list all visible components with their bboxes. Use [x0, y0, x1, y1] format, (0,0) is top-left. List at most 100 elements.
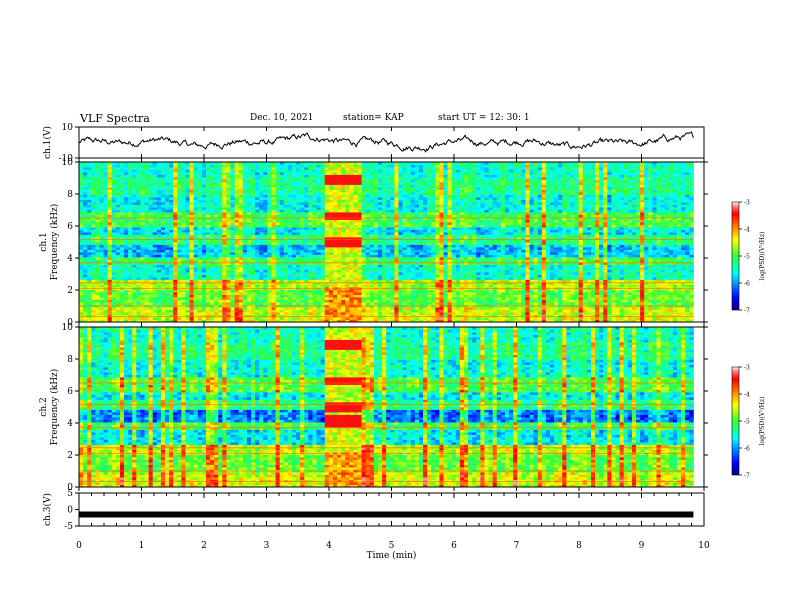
spectrogram-cell [136, 307, 141, 310]
spectrogram-cell [214, 292, 219, 295]
spectrogram-cell [337, 264, 342, 268]
spectrogram-cell [111, 269, 117, 273]
spectrogram-cell [99, 259, 104, 263]
spectrogram-cell [341, 224, 346, 228]
spectrogram-cell [238, 179, 244, 183]
spectrogram-cell [279, 227, 285, 230]
spectrogram-cell [152, 252, 158, 255]
spectrogram-cell [144, 309, 150, 313]
spectrogram-cell [193, 174, 199, 178]
spectrogram-cell [218, 199, 223, 203]
spectrogram-cell [357, 209, 363, 213]
spectrogram-cell [218, 247, 223, 250]
spectrogram-cell [218, 274, 223, 278]
spectrogram-cell [316, 197, 322, 200]
spectrogram-cell [259, 224, 264, 228]
spectrogram-cell [132, 189, 137, 193]
spectrogram-cell [169, 262, 174, 265]
spectrogram-cell [386, 262, 391, 265]
spectrogram-cell [107, 227, 113, 230]
spectrogram-cell [320, 199, 326, 203]
spectrogram-cell [275, 169, 281, 173]
spectrogram-cell [144, 247, 150, 250]
spectrogram-cell [197, 272, 203, 275]
spectrogram-cell [165, 262, 170, 265]
spectrogram-cell [304, 257, 309, 260]
spectrogram-cell [259, 262, 264, 265]
spectrogram-cell [173, 209, 178, 213]
spectrogram-cell [251, 237, 256, 240]
spectrogram-cell [259, 214, 264, 218]
spectrogram-cell [324, 257, 330, 260]
spectrogram-cell [349, 192, 354, 195]
spectrogram-cell [148, 294, 154, 298]
spectrogram-cell [386, 217, 391, 220]
spectrogram-cell [365, 172, 371, 175]
spectrogram-cell [210, 227, 215, 230]
spectrogram-cell [173, 162, 178, 165]
spectrogram-cell [148, 167, 154, 170]
spectrogram-cell [304, 254, 309, 258]
spectrogram-cell [382, 284, 387, 288]
spectrogram-cell [304, 184, 309, 188]
spectrogram-cell [246, 172, 252, 175]
spectrogram-cell [361, 284, 367, 288]
spectrogram-cell [308, 309, 313, 313]
spectrogram-cell [324, 279, 330, 283]
spectrogram-cell [193, 279, 199, 283]
spectrogram-cell [136, 172, 141, 175]
spectrogram-cell [267, 202, 272, 205]
spectrogram-cell [99, 187, 104, 190]
spectrogram-cell [386, 177, 391, 180]
spectrogram-cell [345, 299, 350, 303]
spectrogram-cell [99, 214, 104, 218]
spectrogram-cell [132, 224, 137, 228]
spectrogram-cell [328, 234, 334, 238]
spectrogram-cell [107, 272, 113, 275]
spectrogram-cell [251, 212, 256, 215]
spectrogram-cell [291, 167, 297, 170]
spectrogram-cell [287, 204, 293, 208]
spectrogram-cell [169, 164, 174, 168]
spectrogram-cell [382, 172, 387, 175]
spectrogram-cell [341, 282, 346, 285]
spectrogram-cell [246, 262, 252, 265]
spectrogram-cell [373, 242, 379, 245]
spectrogram-cell [103, 274, 109, 278]
spectrogram-cell [271, 299, 276, 303]
spectrogram-cell [291, 169, 297, 173]
spectrogram-cell [238, 167, 244, 170]
spectrogram-cell [304, 169, 309, 173]
spectrogram-cell [210, 247, 215, 250]
spectrogram-cell [152, 199, 158, 203]
spectrogram-cell [119, 237, 125, 240]
spectrogram-cell [91, 169, 96, 173]
spectrogram-cell [193, 207, 199, 210]
spectrogram-cell [341, 264, 346, 268]
spectrogram-cell [324, 214, 330, 218]
spectrogram-cell [361, 244, 367, 248]
spectrogram-cell [210, 214, 215, 218]
spectrogram-cell [144, 297, 150, 300]
spectrogram-cell [304, 264, 309, 268]
spectrogram-cell [291, 222, 297, 225]
spectrogram-cell [91, 297, 96, 300]
spectrogram-cell [332, 262, 338, 265]
spectrogram-cell [238, 207, 244, 210]
spectrogram-cell [144, 289, 150, 293]
spectrogram-cell [316, 247, 322, 250]
spectrogram-cell [337, 259, 342, 263]
spectrogram-cell [259, 267, 264, 270]
spectrogram-cell [328, 317, 334, 320]
spectrogram-cell [181, 317, 186, 320]
spectrogram-cell [124, 289, 129, 293]
spectrogram-cell [271, 232, 276, 235]
spectrogram-cell [136, 244, 141, 248]
spectrogram-cell [341, 187, 346, 190]
spectrogram-cell [226, 302, 231, 305]
spectrogram-cell [296, 284, 301, 288]
spectrogram-cell [218, 249, 223, 253]
spectrogram-cell [386, 292, 391, 295]
spectrogram-cell [361, 257, 367, 260]
spectrogram-cell [349, 269, 354, 273]
